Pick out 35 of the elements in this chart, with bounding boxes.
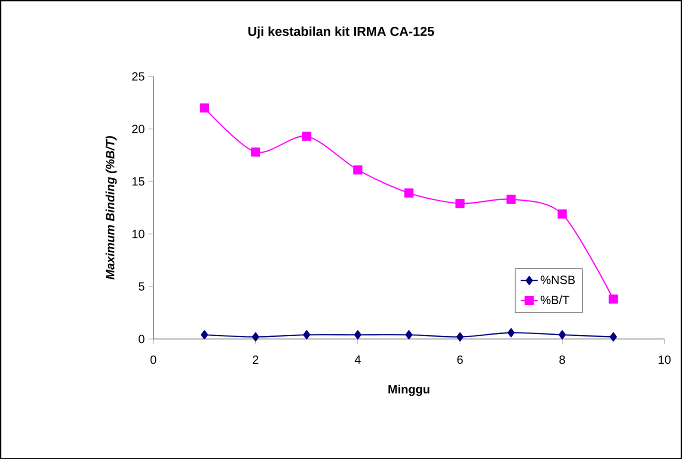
point — [405, 330, 412, 340]
y-tick-label: 10 — [132, 230, 144, 238]
point — [508, 328, 515, 338]
point — [353, 165, 362, 174]
point — [558, 209, 567, 218]
y-tick-label: 0 — [138, 334, 144, 344]
point — [354, 330, 362, 340]
point — [455, 198, 465, 208]
y-tick-label: 20 — [132, 124, 144, 133]
point — [200, 330, 208, 340]
x-axis-title: Minggu — [388, 384, 430, 396]
point — [558, 330, 566, 340]
y-tick-label: 5 — [138, 282, 144, 290]
x-tick-label: 0 — [150, 355, 156, 364]
y-tick-label: 15 — [132, 177, 144, 186]
x-tick-label: 6 — [457, 355, 463, 364]
x-tick-label: 4 — [354, 355, 361, 364]
chart-title: Uji kestabilan kit IRMA CA-125 — [248, 26, 434, 38]
x-tick-label: 8 — [559, 355, 566, 364]
point — [506, 194, 516, 204]
point — [456, 332, 464, 342]
point — [250, 147, 260, 156]
point — [252, 332, 260, 342]
point — [608, 294, 618, 304]
point — [200, 103, 210, 112]
point — [302, 132, 312, 141]
point — [404, 188, 414, 198]
legend-label: %NSB — [540, 275, 575, 284]
point — [610, 332, 617, 342]
y-tick-label: 25 — [132, 72, 144, 80]
x-tick-label: 10 — [658, 355, 671, 364]
legend-label: %B/T — [540, 295, 570, 304]
point — [303, 330, 310, 340]
y-axis-title: Maximum Binding (%B/T) — [106, 136, 117, 280]
x-tick-label: 2 — [252, 355, 258, 364]
